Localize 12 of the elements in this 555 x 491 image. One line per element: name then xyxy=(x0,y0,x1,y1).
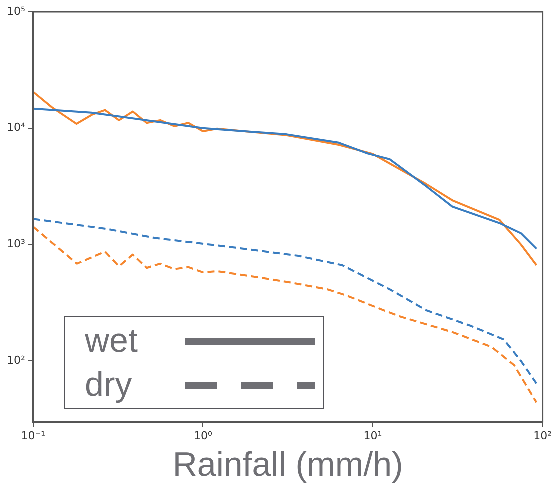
x-tick-label: 10¹ xyxy=(364,429,382,442)
y-tick-label: 10⁵ xyxy=(6,4,26,18)
x-tick-label: 10² xyxy=(534,429,552,442)
y-tick-label: 10⁴ xyxy=(6,121,26,134)
key-box: wet dry xyxy=(64,316,324,409)
y-tick-label: 10² xyxy=(6,354,26,368)
x-tick-label: 10⁰ xyxy=(194,429,213,442)
annotation: wet xyxy=(85,322,139,360)
annotation: dry xyxy=(85,366,134,404)
y-tick-label: 10³ xyxy=(6,238,26,251)
x-axis-title: Rainfall (mm/h) xyxy=(172,446,404,484)
x-tick-label: 10⁻¹ xyxy=(21,429,46,442)
